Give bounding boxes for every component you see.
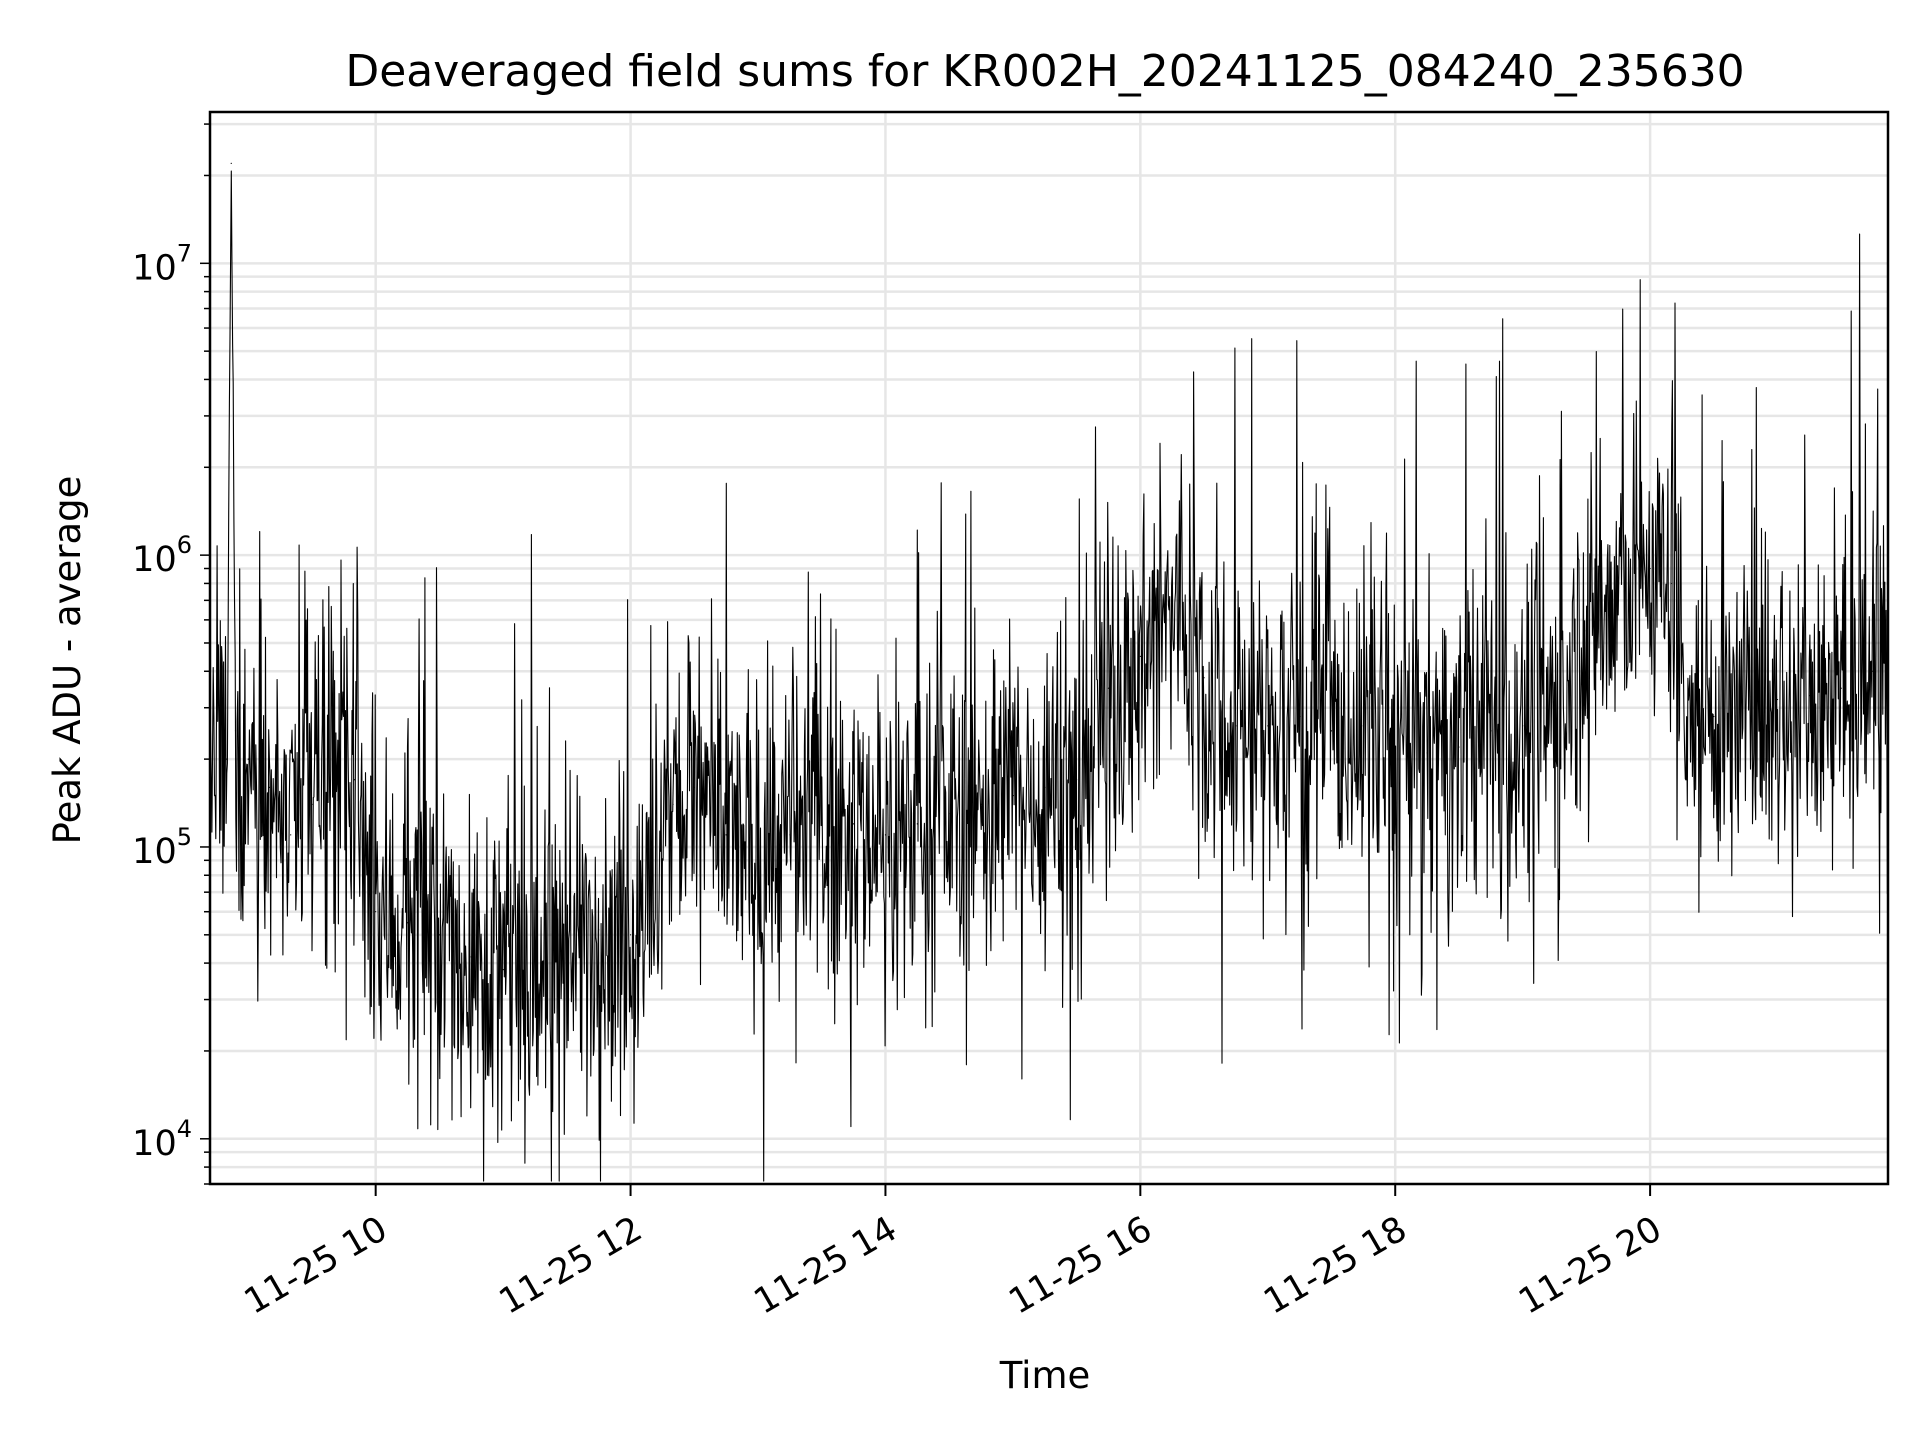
data-point (1745, 707, 1747, 709)
data-point (1458, 746, 1460, 748)
series-line (209, 170, 1889, 1182)
y-tick-label: 106 (132, 531, 192, 580)
data-point (438, 934, 440, 936)
data-point (470, 956, 472, 958)
data-point (1299, 715, 1301, 718)
data-point (1203, 677, 1205, 679)
data-point (1617, 599, 1619, 601)
data-point (1160, 630, 1163, 632)
data-point (651, 911, 653, 913)
data-point (1139, 655, 1141, 657)
data-point (290, 834, 292, 836)
data-point (629, 934, 632, 936)
x-axis-label: Time (999, 1354, 1091, 1397)
data-point (406, 922, 409, 924)
data-point (1362, 725, 1364, 727)
x-tick-label: 11-25 20 (1512, 1209, 1668, 1322)
data-point (1012, 794, 1014, 797)
data-point (884, 834, 887, 836)
data-point (672, 803, 674, 805)
data-point (725, 834, 727, 836)
data-point (1670, 582, 1672, 585)
y-axis: 104 105 106 107 (132, 123, 210, 1185)
data-point (234, 730, 237, 732)
data-point (1691, 707, 1694, 709)
data-point (247, 758, 249, 760)
y-tick-label: 105 (132, 823, 192, 872)
data-point (1585, 630, 1587, 632)
data-point (1330, 730, 1333, 732)
data-point (566, 947, 568, 949)
y-axis-label: Peak ADU - average (46, 476, 89, 845)
plot-frame (208, 110, 1890, 1186)
data-point (1426, 752, 1428, 754)
data-point (1649, 567, 1651, 570)
data-point (1522, 725, 1524, 727)
data-point (534, 979, 536, 981)
data-point (789, 834, 791, 836)
data-point (598, 929, 600, 931)
data-point (948, 813, 950, 815)
data-point (332, 771, 334, 774)
data-point (1490, 730, 1492, 732)
data-point (1076, 779, 1078, 781)
x-tick-label: 11-25 10 (238, 1209, 394, 1322)
data-point (821, 813, 823, 815)
data-point (693, 786, 695, 789)
data-point (1553, 707, 1556, 709)
data-point (852, 823, 855, 825)
x-tick-label: 11-25 14 (748, 1209, 904, 1322)
data-point (980, 803, 982, 805)
data-point (353, 779, 356, 781)
data-point (757, 859, 759, 861)
data-point (1394, 746, 1396, 748)
data-point (1872, 670, 1874, 672)
y-tick-label: 104 (132, 1115, 192, 1164)
data-point (268, 786, 271, 789)
y-tick-label: 107 (132, 239, 192, 288)
x-tick-label: 11-25 18 (1257, 1209, 1413, 1322)
data-point (1182, 609, 1184, 611)
data-point (311, 803, 313, 805)
data-point (226, 758, 228, 760)
data-point (916, 823, 918, 825)
x-tick-label: 11-25 16 (1003, 1209, 1159, 1322)
data-point (1107, 687, 1110, 689)
data-series (209, 162, 1889, 1182)
data-point (375, 911, 377, 913)
data-point (1840, 687, 1842, 689)
data-point (502, 968, 504, 971)
data-point (1044, 786, 1046, 789)
x-axis: 11-25 10 11-25 12 11-25 14 11-25 16 11-25 18… (238, 1184, 1669, 1322)
data-point (1267, 725, 1269, 727)
x-tick-label: 11-25 12 (493, 1209, 649, 1322)
data-point (1713, 715, 1715, 718)
data-point (230, 162, 232, 164)
data-point (1235, 725, 1237, 727)
chart-title: Deaveraged field sums for KR002H_2024112… (345, 46, 1744, 97)
data-point (1808, 695, 1811, 697)
data-point (1776, 698, 1779, 701)
